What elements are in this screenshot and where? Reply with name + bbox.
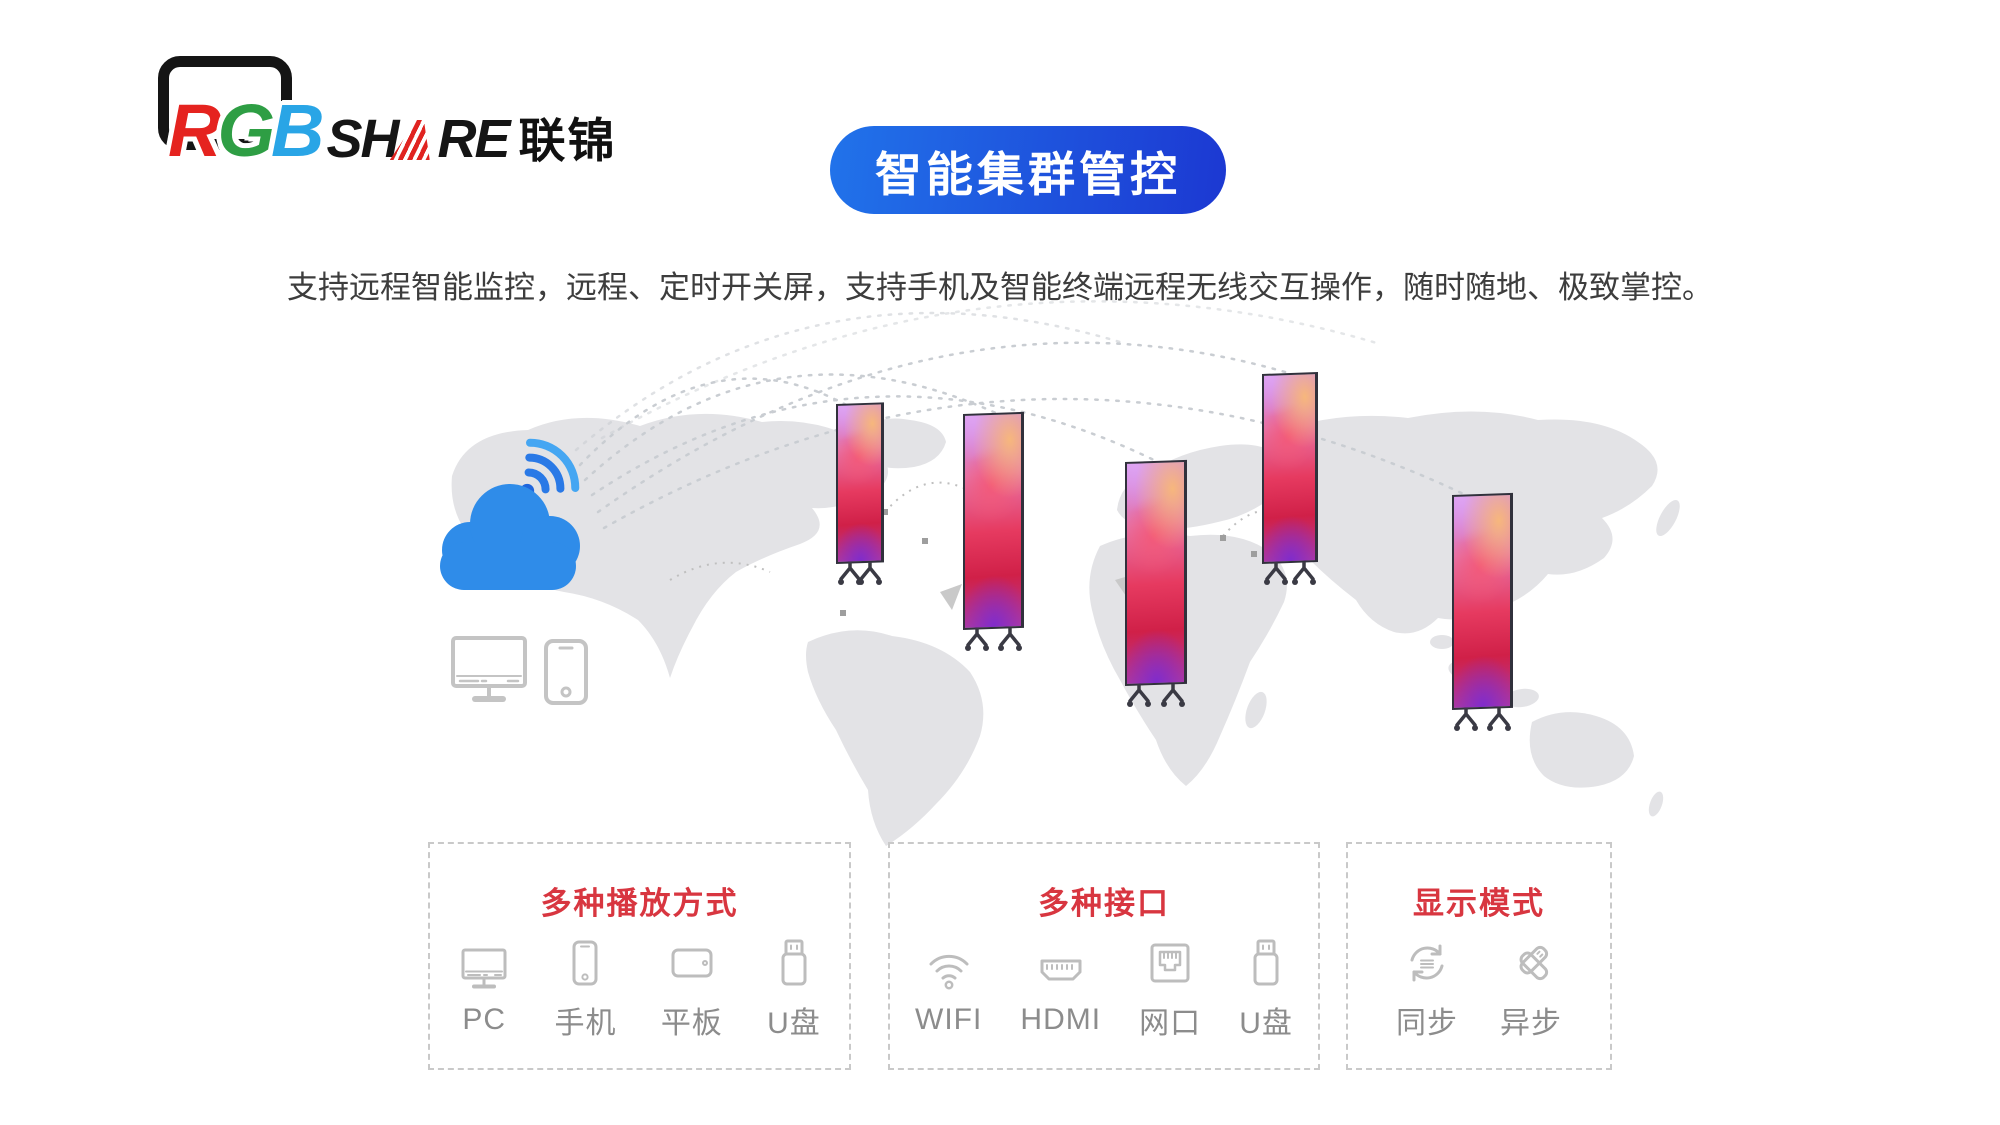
feature-title: 多种播放方式 <box>540 886 739 921</box>
usb-icon <box>1253 939 1279 986</box>
poster-foot-icon <box>1127 684 1151 707</box>
poster-foot-icon <box>1292 562 1316 585</box>
poster-foot-icon <box>965 628 989 651</box>
feature-item-label: WIFI <box>915 1003 983 1036</box>
feature-items: WIFI HDMI 网口 <box>890 923 1318 1068</box>
feature-title: 多种接口 <box>1038 886 1170 921</box>
map-route-nodes <box>840 509 1257 616</box>
led-poster <box>1125 459 1187 707</box>
poster-foot-icon <box>998 628 1022 651</box>
hdmi-icon <box>1040 959 1082 981</box>
feature-item-tablet: 平板 <box>661 937 723 1042</box>
led-poster <box>963 411 1024 651</box>
feature-item-label: PC <box>462 1003 506 1036</box>
feature-item-sync: 同步 <box>1396 937 1458 1042</box>
tablet-icon <box>671 948 713 978</box>
usb-icon <box>781 939 807 986</box>
feature-item-label: U盘 <box>1239 1007 1293 1040</box>
logo-letter-r: R <box>168 89 221 173</box>
feature-item-label: 网口 <box>1139 1007 1202 1040</box>
feature-item-phone: 手机 <box>554 937 616 1042</box>
section-title-pill: 智能集群管控 <box>830 126 1226 214</box>
cluster-control-illustration <box>380 280 1700 880</box>
poster-screen <box>963 411 1024 630</box>
feature-item-label: 平板 <box>660 1007 723 1040</box>
monitor-icon <box>451 636 527 702</box>
feature-item-pc: PC <box>458 942 510 1037</box>
control-devices <box>451 636 588 705</box>
feature-item-ethernet: 网口 <box>1139 937 1201 1042</box>
smartphone-icon <box>544 639 588 705</box>
poster-screen <box>1125 459 1187 686</box>
poster-screen <box>1262 372 1318 564</box>
feature-item-label: HDMI <box>1020 1003 1102 1036</box>
pc-icon <box>461 948 507 989</box>
logo-text: R G B SH RE 联锦 <box>168 50 617 173</box>
feature-item-usb2: U盘 <box>1239 937 1293 1042</box>
led-poster <box>836 402 884 585</box>
feature-item-usb: U盘 <box>767 937 821 1042</box>
poster-foot-icon <box>1264 562 1288 585</box>
feature-box-display-modes: 显示模式 同步 <box>1346 842 1612 1070</box>
logo-letter-b: B <box>271 89 324 173</box>
poster-screen <box>1452 492 1513 710</box>
section-title: 智能集群管控 <box>875 147 1181 201</box>
sync-icon <box>1410 944 1444 982</box>
share-a-fan-icon <box>390 120 439 160</box>
led-poster <box>1262 372 1318 585</box>
feature-title: 显示模式 <box>1413 886 1545 921</box>
feature-items: 同步 异步 <box>1348 923 1610 1068</box>
async-icon <box>1519 945 1549 981</box>
poster-foot-icon <box>1454 708 1478 731</box>
feature-box-playback: 多种播放方式 PC 手机 <box>428 842 851 1070</box>
brand-logo: R G B SH RE 联锦 <box>152 50 632 173</box>
logo-share-prefix: SH <box>326 108 399 169</box>
feature-item-label: U盘 <box>767 1007 821 1040</box>
poster-foot-icon <box>1161 684 1185 707</box>
feature-box-interfaces: 多种接口 WIFI HDMI <box>888 842 1320 1070</box>
feature-item-label: 异步 <box>1500 1007 1562 1040</box>
feature-item-wifi: WIFI <box>915 942 982 1037</box>
logo-chinese-name: 联锦 <box>518 114 617 168</box>
feature-item-label: 手机 <box>554 1007 617 1040</box>
poster-screen <box>836 402 884 564</box>
connection-arcs <box>574 300 1474 530</box>
poster-foot-icon <box>1487 708 1511 731</box>
feature-item-async: 异步 <box>1500 937 1562 1042</box>
poster-foot-icon <box>838 562 862 585</box>
led-poster <box>1452 492 1513 731</box>
section-subtitle: 支持远程智能监控，远程、定时开关屏，支持手机及智能终端远程无线交互操作，随时随地… <box>287 270 1713 305</box>
logo-share-suffix: RE <box>437 108 510 169</box>
logo-frame-icon <box>158 56 292 150</box>
feature-items: PC 手机 平板 <box>430 923 849 1068</box>
feature-item-hdmi: HDMI <box>1020 942 1101 1037</box>
logo-letter-g: G <box>217 89 275 173</box>
feature-item-label: 同步 <box>1396 1007 1458 1040</box>
wifi-icon <box>929 954 969 990</box>
poster-foot-icon <box>858 562 882 585</box>
ethernet-icon <box>1150 943 1190 983</box>
phone-icon <box>572 940 598 986</box>
cloud-icon <box>440 438 580 590</box>
